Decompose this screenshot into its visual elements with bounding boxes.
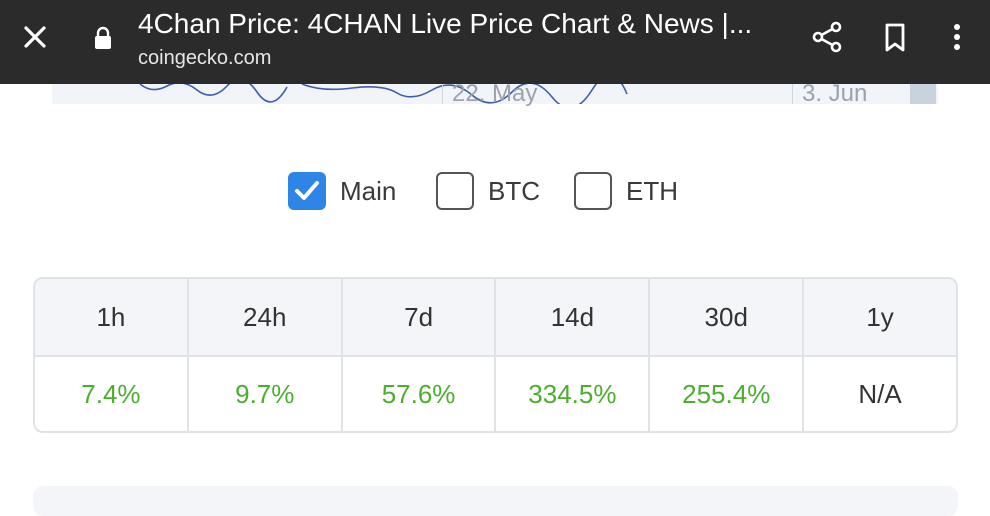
table-header-row: 1h 24h 7d 14d 30d 1y <box>35 279 956 357</box>
bookmark-icon[interactable] <box>880 20 910 54</box>
header-7d: 7d <box>343 279 497 355</box>
checkbox-unchecked-icon[interactable] <box>574 172 612 210</box>
value-1y: N/A <box>858 378 902 409</box>
value-14d: 334.5% <box>496 357 651 431</box>
more-vert-icon[interactable] <box>945 20 969 54</box>
navigator-handle[interactable] <box>910 84 936 104</box>
value-24h: 9.7% <box>189 357 343 431</box>
checkbox-eth[interactable]: ETH <box>574 168 678 214</box>
page-domain: coingecko.com <box>138 47 272 69</box>
checkbox-btc[interactable]: BTC <box>436 168 540 214</box>
header-1y: 1y <box>866 301 894 332</box>
value-7d: 57.6% <box>343 357 497 431</box>
checkbox-unchecked-icon[interactable] <box>436 172 474 210</box>
price-change-table: 1h 24h 7d 14d 30d 1y 7.4% 9.7% 57.6% 334… <box>33 277 958 433</box>
navigator-line <box>139 84 628 104</box>
tick-separator <box>792 84 793 104</box>
header-14d: 14d <box>496 279 651 355</box>
header-1h: 1h <box>35 279 189 355</box>
checkbox-checked-icon[interactable] <box>288 172 326 210</box>
tick-label-jun: 3. Jun <box>802 80 868 107</box>
tick-label-may: 22. May <box>452 80 538 107</box>
lock-icon <box>95 26 111 49</box>
page-title: 4Chan Price: 4CHAN Live Price Chart & Ne… <box>138 8 753 39</box>
close-icon[interactable] <box>18 20 52 54</box>
value-30d: 255.4% <box>650 357 805 431</box>
compare-checkboxes: Main BTC ETH <box>0 168 990 214</box>
price-chart-navigator[interactable] <box>52 84 938 104</box>
table-row: 7.4% 9.7% 57.6% 334.5% 255.4% N/A <box>35 357 956 431</box>
tick-separator <box>442 84 443 104</box>
checkbox-main[interactable]: Main <box>288 168 396 214</box>
value-1h: 7.4% <box>35 357 189 431</box>
browser-top-bar: 4Chan Price: 4CHAN Live Price Chart & Ne… <box>0 0 990 84</box>
checkbox-label-main: Main <box>340 175 397 206</box>
header-24h: 24h <box>189 279 343 355</box>
checkbox-label-btc: BTC <box>488 175 540 206</box>
checkbox-label-eth: ETH <box>626 175 678 206</box>
header-30d: 30d <box>650 279 805 355</box>
next-section-card <box>33 486 958 516</box>
share-icon[interactable] <box>810 20 844 54</box>
